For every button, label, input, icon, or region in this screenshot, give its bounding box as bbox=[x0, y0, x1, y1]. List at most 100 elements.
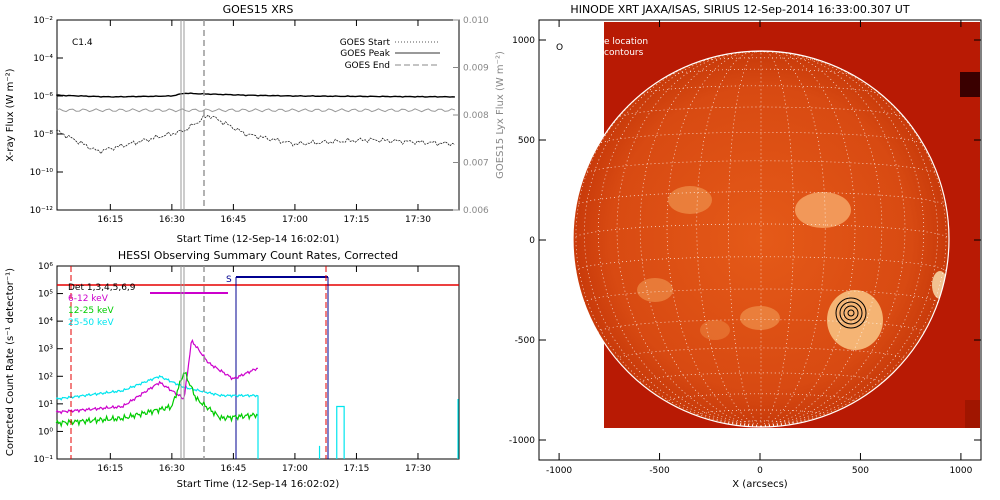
longitude-line bbox=[666, 51, 762, 427]
goes-ytick-label: 10⁻⁶ bbox=[33, 92, 53, 102]
latitude-line bbox=[696, 57, 826, 64]
hessi-ytick-label: 10⁴ bbox=[38, 317, 53, 327]
goes-lyx-line bbox=[55, 108, 456, 113]
hessi-xtick-label: 16:30 bbox=[159, 464, 185, 474]
hessi-xtick-label: 16:15 bbox=[97, 464, 123, 474]
contour-outer bbox=[835, 297, 867, 329]
goes-xtick-label: 16:45 bbox=[220, 215, 246, 225]
sun-disk bbox=[573, 51, 949, 427]
goes-title: GOES15 XRS bbox=[223, 3, 294, 16]
goes-ylabel-right: GOES15 Lyx Flux (W m⁻²) bbox=[495, 51, 506, 179]
goes-ytick-right-label: 0.008 bbox=[463, 111, 489, 121]
goes-legend-start: GOES Start bbox=[340, 38, 391, 48]
active-region-east bbox=[637, 278, 673, 302]
hessi-xtick-label: 17:30 bbox=[405, 464, 431, 474]
latitude-line bbox=[616, 106, 906, 119]
goes-legend-end: GOES End bbox=[345, 61, 390, 71]
hessi-xtick-label: 16:45 bbox=[220, 464, 246, 474]
hessi-12-25kev-line bbox=[55, 371, 259, 428]
hinode-legend-line1: e location bbox=[604, 37, 648, 47]
hessi-ytick-label: 10³ bbox=[38, 345, 53, 355]
hinode-ytick-label: -1000 bbox=[509, 436, 535, 446]
goes-short-channel-line bbox=[56, 114, 456, 155]
contour-mid bbox=[839, 301, 863, 325]
goes-legend-peak: GOES Peak bbox=[340, 49, 390, 59]
hinode-ytick-label: 0 bbox=[529, 236, 535, 246]
hessi-legend-12-25: 12-25 keV bbox=[68, 306, 114, 316]
active-region-southeast bbox=[700, 320, 730, 340]
hinode-marker: O bbox=[556, 43, 563, 53]
hessi-legend-6-12: 6-12 keV bbox=[68, 294, 109, 304]
longitude-line bbox=[728, 51, 762, 427]
latitude-line bbox=[696, 409, 826, 416]
longitude-line bbox=[760, 51, 856, 427]
hessi-25-50kev-line bbox=[55, 374, 259, 401]
contour-core bbox=[847, 309, 855, 317]
hessi-legend-25-50: 25-50 keV bbox=[68, 318, 114, 328]
flare-contours bbox=[835, 297, 867, 329]
active-region-northeast bbox=[668, 186, 712, 214]
latitude-line bbox=[597, 131, 925, 146]
goes-plot-frame bbox=[56, 19, 460, 211]
longitude-line bbox=[639, 51, 762, 427]
latitude-line bbox=[666, 68, 856, 77]
goes-class-label: C1.4 bbox=[72, 38, 93, 48]
hinode-title: HINODE XRT JAXA/ISAS, SIRIUS 12-Sep-2014… bbox=[570, 3, 909, 16]
goes-ylabel-left: X-ray Flux (W m⁻²) bbox=[5, 68, 16, 161]
hinode-ytick-label: 1000 bbox=[512, 36, 535, 46]
hessi-axis-ticks: 16:15 16:30 16:45 17:00 17:15 17:30 10⁶ 10⁵ 10⁴ 1… bbox=[33, 262, 431, 474]
hinode-panel: HINODE XRT JAXA/ISAS, SIRIUS 12-Sep-2014… bbox=[509, 3, 982, 490]
longitude-line bbox=[760, 51, 826, 427]
hessi-s-label: S bbox=[226, 275, 232, 285]
goes-long-channel-line bbox=[56, 92, 455, 98]
goes-xtick-label: 17:00 bbox=[282, 215, 308, 225]
longitude-line bbox=[760, 51, 939, 427]
hessi-legend-det: Det 1,3,4,5,6,9 bbox=[68, 283, 136, 293]
goes-ytick-label: 10⁻⁸ bbox=[33, 130, 53, 140]
latitude-line bbox=[666, 393, 856, 402]
goes-xtick-label: 16:30 bbox=[159, 215, 185, 225]
goes-ytick-label: 10⁻² bbox=[33, 16, 53, 26]
hinode-xtick-label: 0 bbox=[757, 466, 763, 476]
goes-ytick-right-label: 0.006 bbox=[463, 206, 489, 216]
goes-legend: GOES Start GOES Peak GOES End bbox=[340, 38, 440, 71]
longitude-line bbox=[760, 51, 883, 427]
hessi-ytick-label: 10² bbox=[38, 372, 53, 382]
hessi-ytick-label: 10⁰ bbox=[38, 427, 53, 437]
active-region-flare bbox=[827, 290, 883, 350]
goes-xtick-label: 17:30 bbox=[405, 215, 431, 225]
hessi-panel: HESSI Observing Summary Count Rates, Cor… bbox=[5, 249, 460, 490]
hinode-corner-patch bbox=[965, 400, 980, 428]
hessi-legend: Det 1,3,4,5,6,9 6-12 keV 12-25 keV 25-50… bbox=[68, 283, 136, 328]
hinode-xtick-label: -1000 bbox=[546, 466, 572, 476]
hinode-legend-line2: contours bbox=[604, 48, 644, 58]
hessi-ytick-label: 10¹ bbox=[38, 400, 53, 410]
goes-ytick-right-label: 0.007 bbox=[463, 159, 489, 169]
hinode-ytick-label: -500 bbox=[515, 336, 536, 346]
hinode-ytick-label: 500 bbox=[518, 136, 535, 146]
longitude-line bbox=[696, 51, 762, 427]
hessi-title: HESSI Observing Summary Count Rates, Cor… bbox=[118, 249, 398, 262]
hessi-ytick-label: 10⁵ bbox=[38, 290, 53, 300]
goes-ytick-label: 10⁻¹² bbox=[30, 206, 54, 216]
goes-ytick-right-label: 0.009 bbox=[463, 64, 489, 74]
longitude-line bbox=[583, 51, 762, 427]
hinode-dark-corner bbox=[960, 72, 980, 97]
sun-features bbox=[573, 51, 949, 427]
hinode-xtick-label: 1000 bbox=[949, 466, 972, 476]
hinode-axis-ticks: -1000 -500 0 500 1000 1000 500 0 -500 -1000 bbox=[509, 20, 981, 476]
goes-xtick-label: 16:15 bbox=[97, 215, 123, 225]
goes-panel: GOES15 XRS 16:15 16:30 16:45 17:00 17:15 17:3… bbox=[5, 3, 506, 245]
contour-inner bbox=[843, 305, 859, 321]
latitude-line bbox=[616, 347, 906, 360]
hessi-ytick-label: 10⁻¹ bbox=[33, 455, 53, 465]
goes-ytick-label: 10⁻⁴ bbox=[33, 54, 53, 64]
hessi-xtick-label: 17:15 bbox=[343, 464, 369, 474]
hinode-xtick-label: -500 bbox=[649, 466, 670, 476]
hinode-xtick-label: 500 bbox=[852, 466, 869, 476]
hessi-ylabel: Corrected Count Rate (s⁻¹ detector⁻¹) bbox=[5, 268, 16, 456]
goes-ytick-label: 10⁻¹⁰ bbox=[30, 168, 54, 178]
goes-axis-ticks: 16:15 16:30 16:45 17:00 17:15 17:30 10⁻² 10⁻⁴ 10… bbox=[30, 16, 489, 225]
longitude-line bbox=[760, 51, 794, 427]
